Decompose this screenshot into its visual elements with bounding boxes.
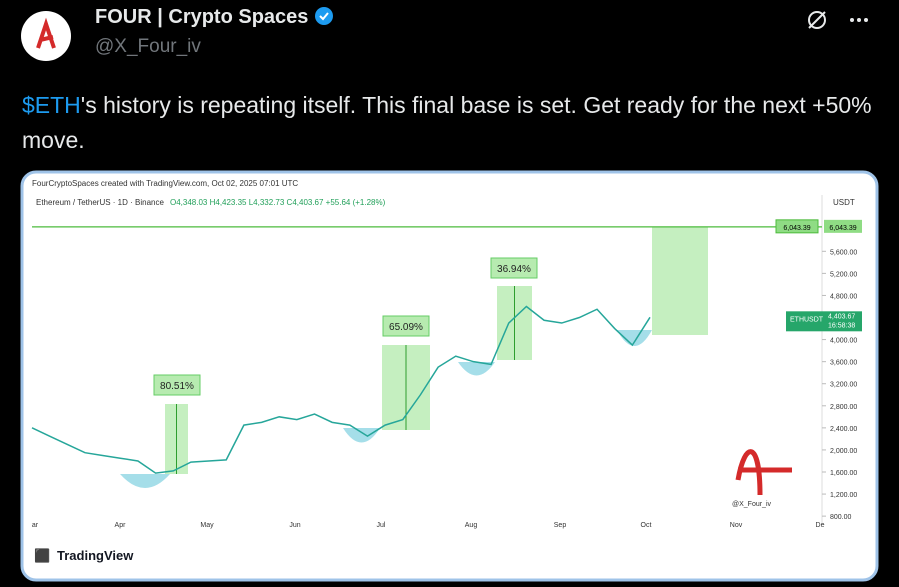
last-price: 4,403.67 xyxy=(828,313,855,320)
x-tick-label: De xyxy=(816,522,825,529)
y-tick-label: 2,000.00 xyxy=(830,448,857,455)
y-tick-label: 4,800.00 xyxy=(830,293,857,300)
target-box xyxy=(652,226,708,335)
target-tag-bg xyxy=(775,219,819,234)
gain-label: 80.51% xyxy=(160,381,194,392)
x-tick-label: Jul xyxy=(377,522,386,529)
cashtag[interactable]: $ETH xyxy=(22,92,81,118)
base-cup xyxy=(120,474,170,488)
x-tick-label: Apr xyxy=(115,522,127,529)
x-tick-label: ar xyxy=(32,522,39,529)
header-icons[interactable] xyxy=(805,8,885,32)
countdown: 16:58:38 xyxy=(828,322,855,329)
post-text: $ETH's history is repeating itself. This… xyxy=(22,88,872,158)
y-tick-label: 5,600.00 xyxy=(830,249,857,256)
y-tick-label: 2,400.00 xyxy=(830,426,857,433)
x-tick-label: Nov xyxy=(730,522,743,529)
verified-badge xyxy=(314,7,333,25)
target-axis-label: 6,043.39 xyxy=(829,225,856,232)
y-tick-label: 3,600.00 xyxy=(830,360,857,367)
y-tick-label: 800.00 xyxy=(830,514,852,521)
currency: USDT xyxy=(833,198,855,207)
base-cup xyxy=(343,428,380,443)
gain-label-bg xyxy=(153,374,201,396)
handle[interactable]: @X_Four_iv xyxy=(95,36,201,57)
y-tick-label: 1,600.00 xyxy=(830,470,857,477)
watermark: @X_Four_iv xyxy=(732,501,772,508)
ohlc: O4,348.03 H4,423.35 L4,332.73 C4,403.67 … xyxy=(170,198,386,207)
author[interactable]: FOUR | Crypto Spaces xyxy=(95,6,334,29)
last-price-bg xyxy=(786,311,862,332)
x-tick-label: Aug xyxy=(465,522,478,529)
gain-label: 36.94% xyxy=(497,264,531,275)
post-body: 's history is repeating itself. This fin… xyxy=(22,92,872,153)
symbol: Ethereum / TetherUS · 1D · Binance xyxy=(36,198,164,207)
y-tick-label: 3,200.00 xyxy=(830,382,857,389)
y-tick-label: 5,200.00 xyxy=(830,271,857,278)
y-tick-label: 1,200.00 xyxy=(830,492,857,499)
gain-label: 65.09% xyxy=(389,322,423,333)
gain-label-bg xyxy=(490,257,538,279)
brand: TradingView xyxy=(57,548,134,563)
last-symbol: ETHUSDT xyxy=(790,316,824,323)
base-cup xyxy=(617,330,652,346)
x-tick-label: May xyxy=(200,522,214,529)
x-tick-label: Jun xyxy=(289,522,300,529)
chart-header: FourCryptoSpaces created with TradingVie… xyxy=(32,179,298,188)
base-cup xyxy=(458,362,495,376)
target-axis-bg xyxy=(824,219,862,233)
brand-logo: ⬛ xyxy=(34,548,50,563)
target-tag: 6,043.39 xyxy=(783,225,810,232)
avatar[interactable] xyxy=(20,10,72,62)
x-tick-label: Oct xyxy=(641,522,652,529)
y-tick-label: 2,800.00 xyxy=(830,404,857,411)
price-line xyxy=(31,305,651,474)
gain-label-bg xyxy=(382,315,430,337)
y-tick-label: 4,000.00 xyxy=(830,338,857,345)
x-tick-label: Sep xyxy=(554,522,567,529)
